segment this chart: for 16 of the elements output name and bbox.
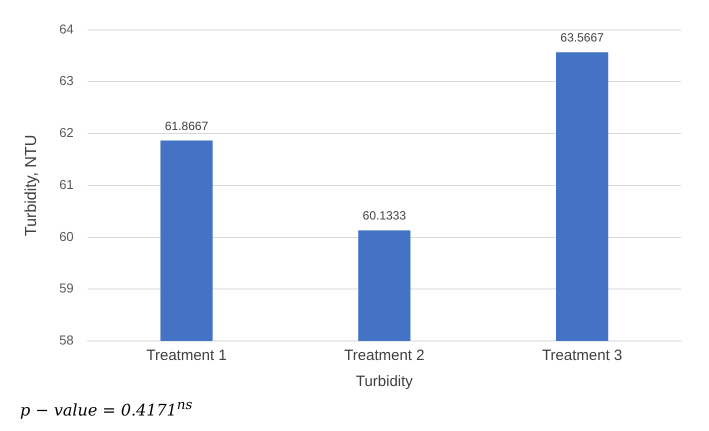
x-axis-title: Turbidity bbox=[356, 373, 414, 390]
x-tick-label: Treatment 1 bbox=[146, 347, 227, 364]
y-tick-label: 62 bbox=[59, 125, 74, 140]
x-tick-label: Treatment 2 bbox=[344, 347, 424, 364]
x-tick-label: Treatment 3 bbox=[542, 347, 622, 364]
y-axis-title: Turbidity, NTU bbox=[23, 134, 40, 236]
y-tick-label: 64 bbox=[59, 21, 74, 36]
y-tick-label: 63 bbox=[59, 73, 74, 88]
data-label: 63.5667 bbox=[560, 30, 604, 45]
y-tick-label: 59 bbox=[59, 280, 74, 296]
data-label: 60.1333 bbox=[362, 208, 406, 223]
y-tick-label: 58 bbox=[59, 332, 74, 348]
y-tick-label: 60 bbox=[59, 228, 74, 244]
data-label: 61.8667 bbox=[164, 118, 209, 133]
y-tick-label: 61 bbox=[59, 176, 74, 192]
text: p − value = 0.4171$^{ns}$ bbox=[20, 398, 192, 419]
